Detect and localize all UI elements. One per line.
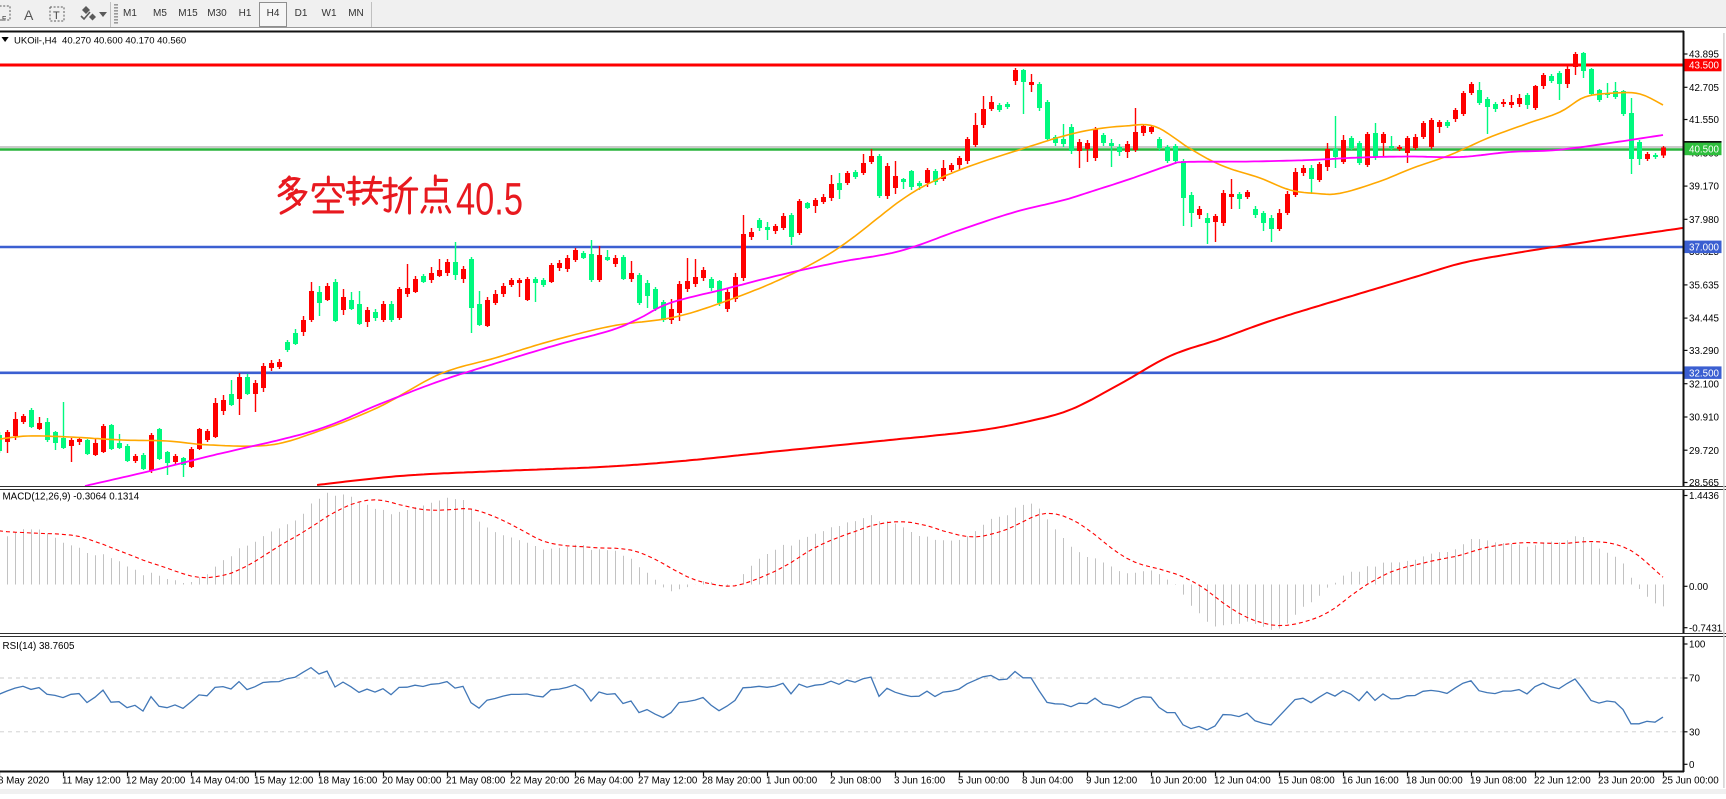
svg-text:12 Jun 04:00: 12 Jun 04:00	[1214, 776, 1271, 787]
svg-text:11 May 12:00: 11 May 12:00	[62, 776, 121, 787]
svg-text:3 Jun 16:00: 3 Jun 16:00	[894, 776, 946, 787]
svg-text:43.895: 43.895	[1689, 50, 1720, 61]
svg-text:23 Jun 20:00: 23 Jun 20:00	[1598, 776, 1655, 787]
svg-text:18 May 16:00: 18 May 16:00	[318, 776, 378, 787]
svg-text:30: 30	[1689, 727, 1700, 738]
svg-text:25 Jun 00:00: 25 Jun 00:00	[1662, 776, 1719, 787]
svg-text:0.00: 0.00	[1689, 582, 1709, 593]
svg-text:22 May 20:00: 22 May 20:00	[510, 776, 570, 787]
svg-text:1.4436: 1.4436	[1689, 491, 1720, 502]
svg-text:34.445: 34.445	[1689, 314, 1720, 325]
svg-text:33.290: 33.290	[1689, 346, 1720, 357]
svg-text:40.500: 40.500	[1689, 145, 1720, 156]
svg-text:32.500: 32.500	[1689, 368, 1720, 379]
svg-text:26 May 04:00: 26 May 04:00	[574, 776, 634, 787]
svg-text:9 Jun 12:00: 9 Jun 12:00	[1086, 776, 1138, 787]
svg-text:37.000: 37.000	[1689, 243, 1720, 254]
svg-text:14 May 04:00: 14 May 04:00	[190, 776, 250, 787]
svg-text:16 Jun 16:00: 16 Jun 16:00	[1342, 776, 1399, 787]
svg-text:21 May 08:00: 21 May 08:00	[446, 776, 506, 787]
svg-text:15 Jun 08:00: 15 Jun 08:00	[1278, 776, 1335, 787]
svg-text:29.720: 29.720	[1689, 446, 1720, 457]
svg-text:43.500: 43.500	[1689, 61, 1720, 72]
svg-text:20 May 00:00: 20 May 00:00	[382, 776, 442, 787]
svg-text:12 May 20:00: 12 May 20:00	[126, 776, 186, 787]
svg-text:27 May 12:00: 27 May 12:00	[638, 776, 698, 787]
svg-text:15 May 12:00: 15 May 12:00	[254, 776, 314, 787]
svg-text:MACD(12,26,9) -0.3064 0.1314: MACD(12,26,9) -0.3064 0.1314	[3, 492, 140, 503]
svg-text:0: 0	[1689, 760, 1695, 771]
svg-text:35.635: 35.635	[1689, 281, 1720, 292]
svg-text:70: 70	[1689, 674, 1700, 685]
svg-text:37.980: 37.980	[1689, 215, 1720, 226]
svg-text:41.550: 41.550	[1689, 115, 1720, 126]
svg-text:5 Jun 00:00: 5 Jun 00:00	[958, 776, 1010, 787]
svg-text:UKOil-,H4 40.270 40.600 40.17: UKOil-,H4 40.270 40.600 40.170 40.560	[14, 36, 186, 47]
svg-text:8 Jun 04:00: 8 Jun 04:00	[1022, 776, 1074, 787]
svg-text:RSI(14) 38.7605: RSI(14) 38.7605	[3, 641, 75, 652]
svg-text:8 May 2020: 8 May 2020	[0, 776, 50, 787]
svg-text:30.910: 30.910	[1689, 413, 1720, 424]
svg-text:100: 100	[1689, 640, 1706, 651]
svg-text:T: T	[53, 10, 60, 22]
svg-text:18 Jun 00:00: 18 Jun 00:00	[1406, 776, 1463, 787]
svg-text:19 Jun 08:00: 19 Jun 08:00	[1470, 776, 1527, 787]
svg-text:-0.7431: -0.7431	[1689, 623, 1722, 634]
svg-text:40.5: 40.5	[456, 174, 523, 225]
svg-text:A: A	[24, 7, 34, 23]
svg-text:32.100: 32.100	[1689, 379, 1720, 390]
svg-text:1 Jun 00:00: 1 Jun 00:00	[766, 776, 818, 787]
svg-text:10 Jun 20:00: 10 Jun 20:00	[1150, 776, 1207, 787]
svg-text:F: F	[2, 16, 6, 23]
svg-text:2 Jun 08:00: 2 Jun 08:00	[830, 776, 882, 787]
svg-text:42.705: 42.705	[1689, 83, 1720, 94]
svg-text:28 May 20:00: 28 May 20:00	[702, 776, 762, 787]
svg-text:39.170: 39.170	[1689, 182, 1720, 193]
svg-text:28.565: 28.565	[1689, 478, 1720, 489]
svg-text:22 Jun 12:00: 22 Jun 12:00	[1534, 776, 1591, 787]
